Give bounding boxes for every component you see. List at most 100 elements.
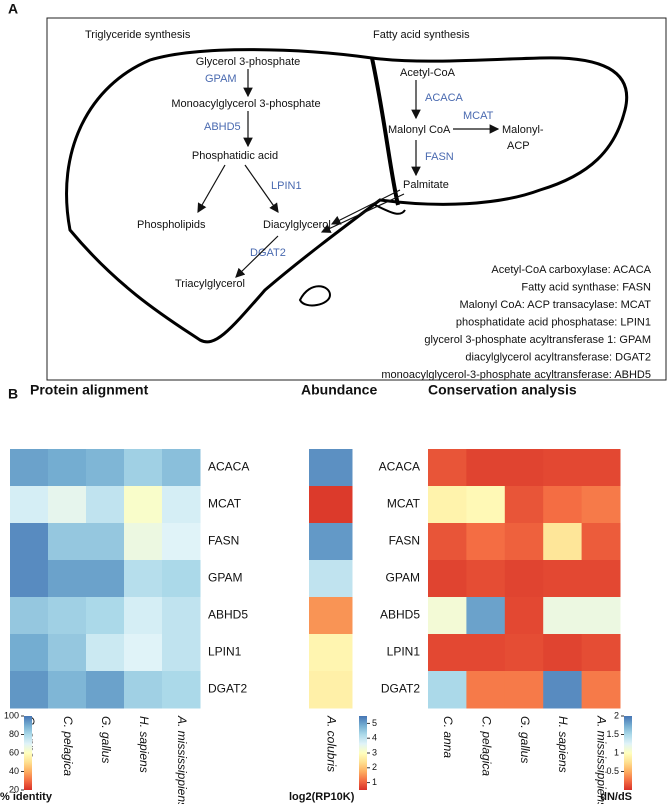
heat-cell — [10, 449, 49, 487]
panel-frame — [46, 17, 667, 381]
heat-cell — [581, 634, 621, 672]
heat-cell — [466, 597, 506, 635]
row-label: ABHD5 — [208, 608, 248, 622]
arrow — [235, 235, 279, 278]
heat-cell — [543, 597, 583, 635]
node: Phospholipids — [137, 219, 206, 231]
colorbar-tick-label: 1 — [614, 747, 619, 757]
enzyme: ACACA — [425, 92, 464, 104]
row-label: MCAT — [208, 497, 242, 511]
row-label: GPAM — [208, 571, 242, 585]
heat-cell — [48, 486, 87, 524]
heat-cell — [162, 671, 201, 709]
node: Acetyl-CoA — [400, 67, 456, 79]
colorbar — [359, 716, 367, 790]
heat-cell — [48, 597, 87, 635]
colorbar-tick-label: 1 — [372, 777, 377, 787]
heat-cell — [10, 597, 49, 635]
colorbar-tick-label: 2 — [372, 762, 377, 772]
heat-cell — [581, 486, 621, 524]
heat-cell — [10, 560, 49, 598]
heat-cell — [48, 634, 87, 672]
heat-cell — [504, 486, 544, 524]
row-label: DGAT2 — [208, 682, 247, 696]
heat-cell — [428, 634, 467, 672]
legend: Acetyl-CoA carboxylase: ACACA Fatty acid … — [381, 264, 651, 381]
column-label: C. anna — [441, 716, 455, 758]
enzyme: GPAM — [205, 73, 237, 85]
enzyme: LPIN1 — [271, 180, 302, 192]
section-label: Triglyceride synthesis — [85, 29, 191, 41]
legend-entry: Acetyl-CoA carboxylase: ACACA — [491, 264, 651, 276]
heat-cell — [309, 671, 353, 709]
heat-cell — [124, 597, 163, 635]
row-label: DGAT2 — [381, 682, 420, 696]
row-label: LPIN1 — [387, 645, 421, 659]
heat-cell — [48, 560, 87, 598]
heat-cell — [309, 560, 353, 598]
row-label: ACACA — [208, 460, 249, 474]
row-label: GPAM — [386, 571, 420, 585]
column-label: A. mississippiensis — [595, 715, 609, 804]
colorbar-tick-label: 4 — [372, 733, 377, 743]
legend-entry: diacylglycerol acyltransferase: DGAT2 — [465, 351, 651, 363]
heat-cell — [466, 671, 506, 709]
heat-cell — [86, 449, 125, 487]
node: Palmitate — [403, 179, 449, 191]
column-label: H. sapiens — [137, 716, 151, 773]
arrow — [244, 164, 279, 213]
column-label: C. pelagica — [61, 716, 75, 776]
enzyme: MCAT — [463, 110, 494, 122]
colorbar — [624, 716, 632, 790]
node: Monoacylglycerol 3-phosphate — [171, 98, 320, 110]
heat-cell — [86, 634, 125, 672]
node: Glycerol 3-phosphate — [196, 56, 301, 68]
colorbar-label: % identity — [0, 791, 53, 803]
colorbar-tick-label: 80 — [9, 729, 19, 739]
column-label: A. mississippiensis — [175, 715, 189, 804]
colorbar-tick-label: 40 — [9, 766, 19, 776]
node: Malonyl- — [502, 124, 544, 136]
legend-entry: phosphatidate acid phosphatase: LPIN1 — [456, 316, 651, 328]
node: Malonyl CoA — [388, 124, 451, 136]
heat-cell — [309, 523, 353, 561]
column-label: A. colubris — [324, 715, 338, 772]
section-label: Fatty acid synthesis — [373, 29, 470, 41]
node: Diacylglycerol — [263, 219, 331, 231]
row-label: LPIN1 — [208, 645, 242, 659]
heat-cell — [504, 597, 544, 635]
row-label: FASN — [389, 534, 420, 548]
heat-cell — [543, 486, 583, 524]
node: Phosphatidic acid — [192, 150, 278, 162]
chart-title: Abundance — [301, 382, 377, 398]
colorbar-tick-label: 5 — [372, 718, 377, 728]
heat-cell — [162, 449, 201, 487]
legend-entry: Malonyl CoA: ACP transacylase: MCAT — [459, 299, 651, 311]
heat-cell — [466, 449, 506, 487]
heat-cell — [581, 597, 621, 635]
heat-cell — [309, 486, 353, 524]
heat-cell — [309, 449, 353, 487]
heat-cell — [581, 671, 621, 709]
node: ACP — [507, 140, 530, 152]
heat-cell — [543, 671, 583, 709]
heat-cell — [504, 634, 544, 672]
colorbar — [24, 716, 32, 790]
heat-cell — [428, 671, 467, 709]
heat-cell — [543, 560, 583, 598]
heat-cell — [428, 486, 467, 524]
heat-cell — [10, 671, 49, 709]
heat-cell — [86, 560, 125, 598]
heat-cell — [124, 634, 163, 672]
arrow — [330, 189, 401, 225]
heat-cell — [309, 597, 353, 635]
heat-cell — [124, 560, 163, 598]
heat-cell — [466, 486, 506, 524]
enzyme: FASN — [425, 151, 454, 163]
heat-cell — [428, 560, 467, 598]
heat-cell — [428, 449, 467, 487]
colorbar-label: dN/dS — [600, 791, 632, 803]
heat-cell — [543, 523, 583, 561]
heat-cell — [124, 523, 163, 561]
